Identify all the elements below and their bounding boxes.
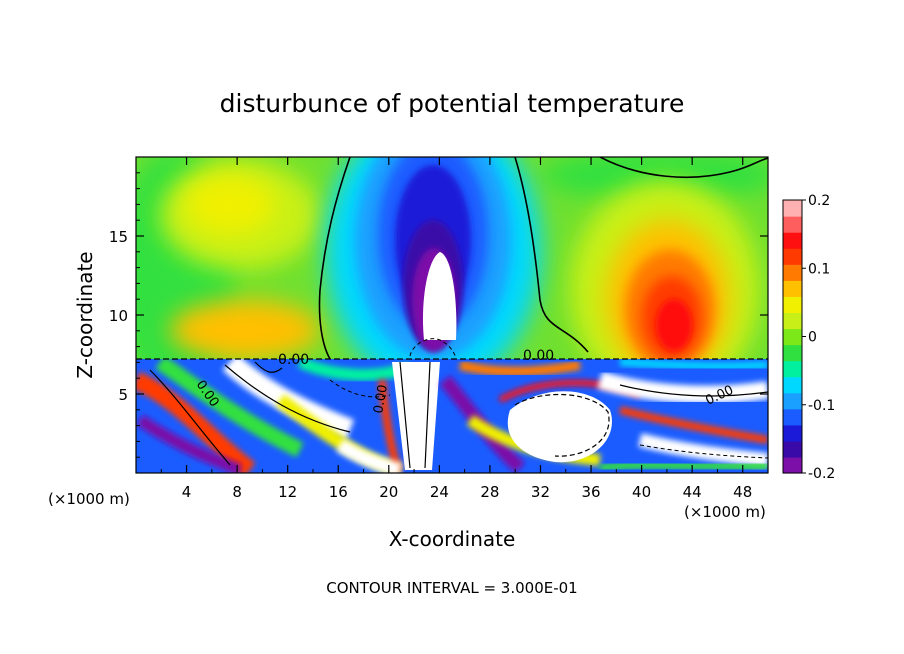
contour-lower-9 <box>329 379 391 398</box>
y-tick-label: 5 <box>118 386 128 404</box>
contour-plume-dashed <box>409 338 457 359</box>
contour-zero-left-plume <box>318 157 351 360</box>
colorbar-swatch <box>783 264 802 281</box>
x-tick-label: 36 <box>581 483 600 501</box>
colorbar-swatch <box>783 312 802 330</box>
colorbar-swatch <box>783 408 802 426</box>
heatmap-field: 0.00 0.00 0.00 0.00 0.00 <box>136 157 768 473</box>
contour-lower-2 <box>224 364 351 433</box>
x-tick-label: 4 <box>182 483 192 501</box>
colorbar-swatch <box>783 360 802 378</box>
x-tick-label: 16 <box>329 483 348 501</box>
x-tick-label: 12 <box>278 483 297 501</box>
colorbar-swatch <box>783 200 802 217</box>
lower-turbulent-layer <box>136 359 768 473</box>
colorbar-tick-label: 0.1 <box>808 261 830 277</box>
contour-lower-7 <box>639 444 768 459</box>
colorbar-swatch <box>783 248 802 265</box>
x-unit-right: (×1000 m) <box>684 503 766 521</box>
x-tick-label: 28 <box>480 483 499 501</box>
x-tick-label: 8 <box>232 483 242 501</box>
x-tick-label: 24 <box>430 483 449 501</box>
colorbar-swatch <box>783 440 802 458</box>
contour-lower-5 <box>514 393 610 457</box>
x-tick-label: 20 <box>379 483 398 501</box>
x-tick-label: 48 <box>733 483 752 501</box>
colorbar-swatch <box>783 344 802 362</box>
contour-label-4: 0.00 <box>371 384 391 415</box>
x-axis-label: X-coordinate <box>389 527 516 551</box>
lower-streak-14 <box>599 461 768 472</box>
contour-lower-3 <box>399 361 411 469</box>
lower-streak-13 <box>638 433 768 467</box>
lower-streak-5 <box>136 415 243 473</box>
lower-streak-12 <box>619 406 768 444</box>
colorbar-swatch <box>783 392 802 410</box>
left-yellow-core <box>185 175 275 235</box>
chart-title: disturbunce of potential temperature <box>220 89 685 118</box>
x-tick-label: 32 <box>531 483 550 501</box>
top-green-band <box>540 157 768 200</box>
colorbar-swatch <box>783 456 802 474</box>
colorbar-swatch <box>783 232 802 249</box>
contour-lower-6 <box>619 384 768 397</box>
contour-lower-1 <box>149 369 231 466</box>
colorbar-tick-label: 0 <box>808 330 817 346</box>
colorbar-tick-label: -0.2 <box>808 466 835 482</box>
colorbar-swatch <box>783 376 802 394</box>
lower-streak-15 <box>619 359 768 371</box>
plume-core-white <box>422 252 457 340</box>
upper-field <box>136 157 768 359</box>
lower-white-blob <box>507 391 612 463</box>
contour-interval-note: CONTOUR INTERVAL = 3.000E-01 <box>326 579 577 597</box>
lower-streak-8 <box>458 360 581 377</box>
colorbar-swatch <box>783 328 802 346</box>
colorbar-swatch <box>783 216 802 233</box>
lower-streak-11 <box>597 371 768 404</box>
colorbar-tick-label: -0.1 <box>808 398 835 414</box>
colorbar: 0.2 0.1 0 -0.1 -0.2 <box>782 193 835 482</box>
colorbar-swatch <box>783 296 802 314</box>
contour-lower-8 <box>254 361 283 373</box>
y-tick-label: 15 <box>109 228 128 246</box>
lower-streak-2 <box>155 359 304 458</box>
colorbar-tick-label: 0.2 <box>808 193 830 209</box>
colorbar-swatch <box>783 280 802 297</box>
left-lower-warm <box>170 300 320 359</box>
colorbar-swatch <box>783 424 802 442</box>
y-axis-label: Z-coordinate <box>73 251 97 378</box>
x-unit-left: (×1000 m) <box>48 490 130 508</box>
lower-column-white <box>392 362 440 470</box>
right-deep-red <box>656 299 692 351</box>
lower-streak-16 <box>336 439 402 473</box>
contour-zero-top-right <box>599 157 768 179</box>
x-tick-label: 40 <box>632 483 651 501</box>
y-tick-label: 10 <box>109 307 128 325</box>
contour-lower-4 <box>424 361 431 469</box>
contour-lines <box>136 157 768 469</box>
contour-label-2: 0.00 <box>523 348 554 364</box>
contour-zero-right-plume <box>514 157 589 353</box>
contour-label-1: 0.00 <box>278 352 309 368</box>
x-tick-label: 44 <box>683 483 702 501</box>
